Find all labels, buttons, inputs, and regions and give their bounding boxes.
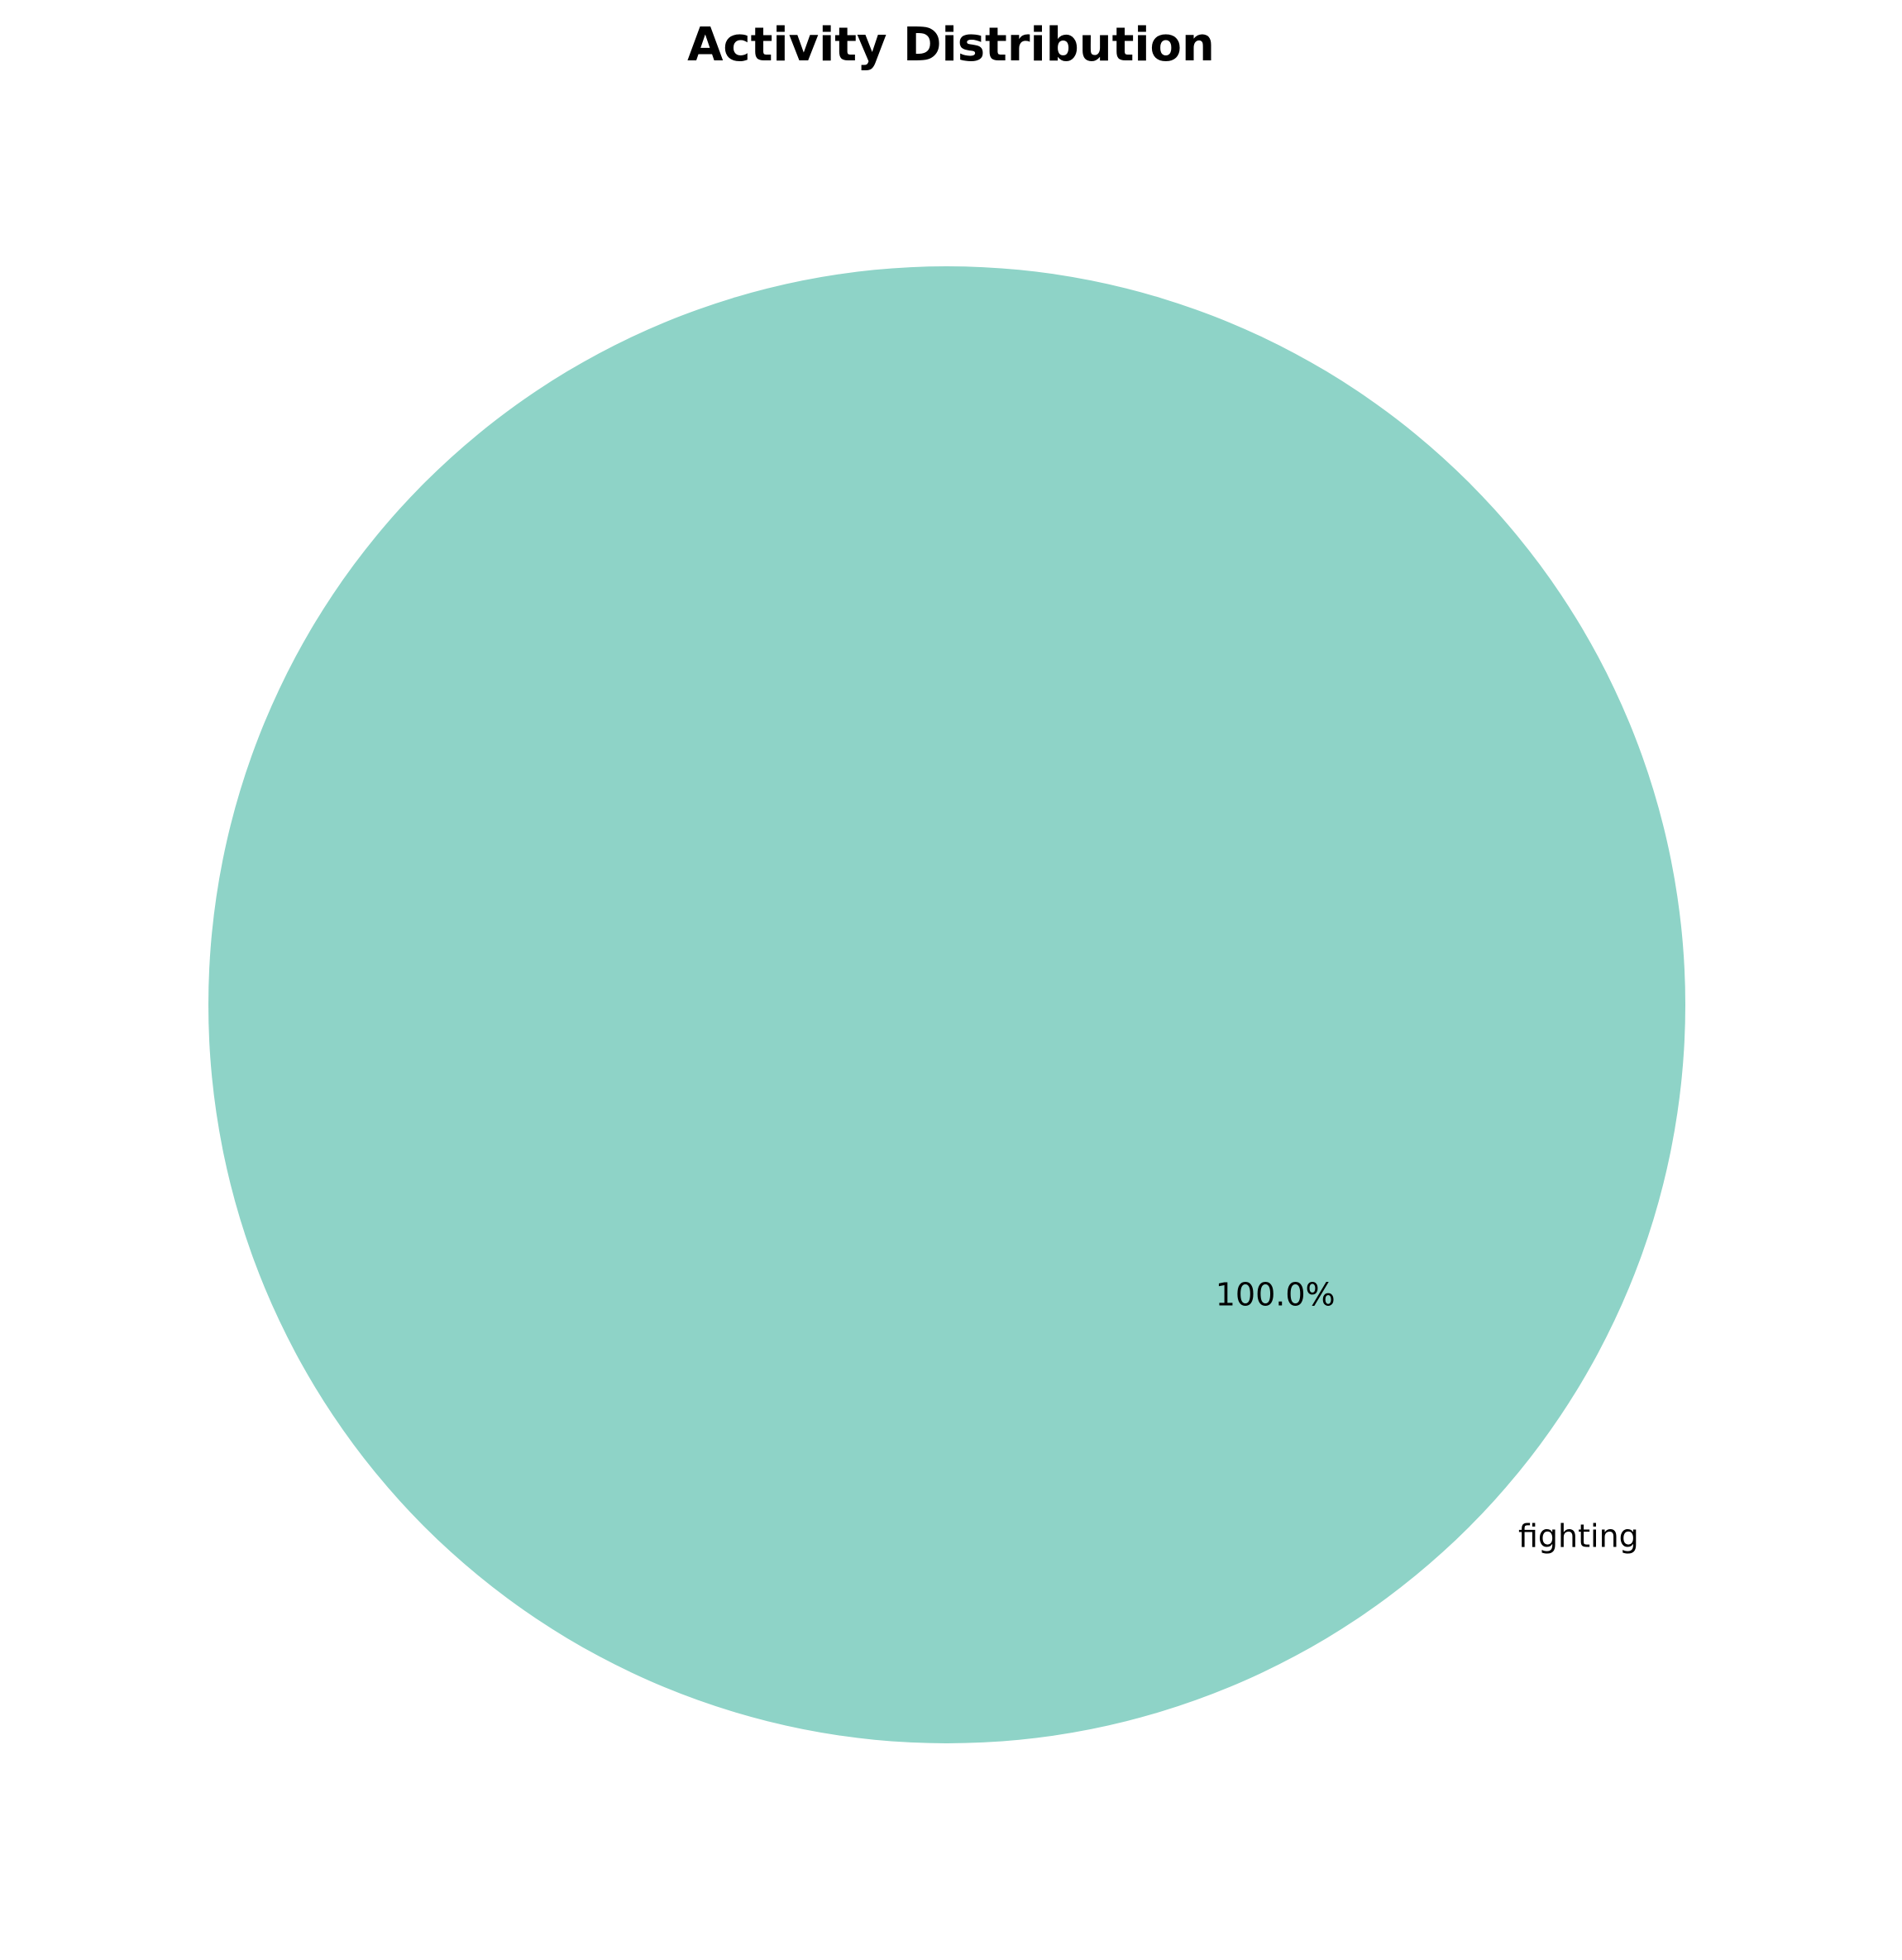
slice-label-fighting: fighting [1518, 1518, 1639, 1555]
pie-slice-fighting [208, 266, 1685, 1743]
slice-percent-label-fighting: 100.0% [1216, 1276, 1336, 1312]
chart-title: Activity Distribution [687, 18, 1215, 72]
pie-labels: fighting 100.0% [1216, 1276, 1639, 1554]
pie-slices [208, 266, 1685, 1743]
